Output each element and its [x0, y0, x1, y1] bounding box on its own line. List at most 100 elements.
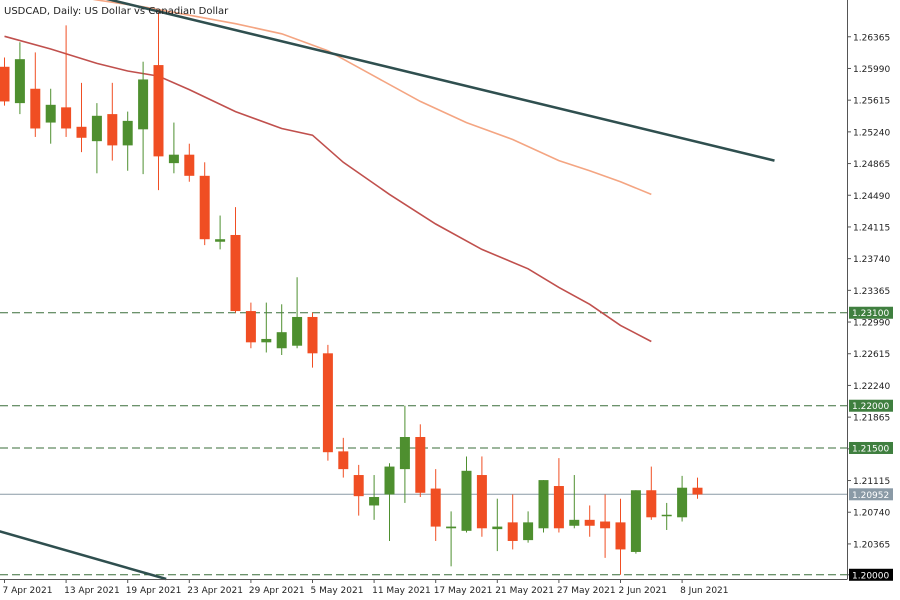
- candle-body: [153, 65, 164, 157]
- candle-41: [630, 490, 641, 554]
- candle-19: [292, 277, 303, 349]
- candle-body: [245, 311, 256, 343]
- candle-body: [630, 490, 641, 552]
- candle-27: [415, 424, 426, 498]
- level-badge-0: 1.23100: [852, 309, 889, 319]
- current-price-badge: 1.20952: [852, 491, 889, 501]
- candle-body: [461, 470, 472, 531]
- level-badge-3-bg: [849, 568, 893, 581]
- x-tick-label-9: 27 May 2021: [557, 586, 616, 596]
- candle-body: [292, 316, 303, 346]
- candle-13: [199, 162, 210, 246]
- candle-40: [615, 498, 626, 575]
- candle-body: [122, 120, 133, 146]
- candle-body: [138, 79, 149, 130]
- candle-body: [322, 353, 333, 453]
- candle-3: [45, 88, 56, 144]
- chart-title: USDCAD, Daily: US Dollar vs Canadian Dol…: [4, 6, 229, 17]
- level-badge-3: 1.20000: [852, 571, 889, 581]
- candle-body: [61, 107, 72, 129]
- candle-body: [276, 332, 287, 349]
- candle-body: [615, 522, 626, 550]
- y-tick-label-7: 1.23740: [853, 255, 890, 265]
- y-tick-label-14: 1.21115: [853, 477, 890, 487]
- candle-body: [415, 436, 426, 493]
- candle-body: [14, 59, 25, 104]
- x-tick-label-10: 2 Jun 2021: [619, 586, 667, 596]
- candle-30: [461, 456, 472, 533]
- candle-33: [507, 494, 518, 550]
- candle-37: [569, 475, 580, 529]
- x-tick-label-0: 7 Apr 2021: [3, 586, 53, 596]
- candle-0: [0, 57, 10, 106]
- candle-45: [692, 477, 703, 499]
- candle-body: [677, 487, 688, 518]
- y-tick-label-0: 1.26365: [853, 33, 890, 43]
- candle-body: [353, 475, 364, 497]
- candle-body: [692, 487, 703, 495]
- candle-17: [261, 302, 272, 353]
- candle-body: [507, 522, 518, 541]
- candle-body: [107, 114, 118, 146]
- candle-1: [14, 42, 25, 115]
- y-tick-label-8: 1.23365: [853, 287, 890, 297]
- y-tick-label-9: 1.22990: [853, 319, 890, 329]
- candle-6: [91, 103, 102, 174]
- candle-body: [45, 104, 56, 123]
- trendline-1: [0, 530, 167, 581]
- level-badge-1-bg: [849, 399, 893, 412]
- y-tick-label-15: 1.20740: [853, 509, 890, 519]
- y-tick-label-6: 1.24115: [853, 223, 890, 233]
- candle-10: [153, 12, 164, 191]
- candle-14: [215, 215, 226, 250]
- level-badge-1: 1.22000: [852, 402, 889, 412]
- x-tick-label-2: 19 Apr 2021: [126, 586, 182, 596]
- candle-body: [584, 519, 595, 526]
- candle-body: [230, 234, 241, 312]
- candle-body: [399, 436, 410, 470]
- candle-8: [122, 111, 133, 171]
- candle-32: [492, 498, 503, 552]
- x-tick-label-8: 21 May 2021: [495, 586, 554, 596]
- level-badge-2: 1.21500: [852, 444, 889, 454]
- candle-body: [76, 126, 87, 138]
- candle-body: [199, 175, 210, 240]
- candle-36: [553, 458, 564, 533]
- candle-7: [107, 82, 118, 161]
- candle-2: [30, 52, 41, 137]
- trendline-0: [105, 0, 775, 162]
- candle-body: [553, 486, 564, 529]
- candle-4: [61, 25, 72, 137]
- candle-body: [523, 522, 534, 541]
- y-tick-label-16: 1.20365: [853, 540, 890, 550]
- candle-body: [307, 316, 318, 354]
- y-tick-label-12: 1.21865: [853, 414, 890, 424]
- candle-body: [430, 488, 441, 527]
- x-tick-label-11: 8 Jun 2021: [680, 586, 728, 596]
- price-badges-layer: 1.23100 1.22000 1.21500 1.20000 1.20952: [849, 306, 893, 581]
- x-tick-label-5: 5 May 2021: [311, 586, 364, 596]
- candle-18: [276, 304, 287, 356]
- y-tick-label-2: 1.25615: [853, 97, 890, 107]
- candle-31: [476, 456, 487, 537]
- level-badge-0-bg: [849, 306, 893, 319]
- candle-body: [261, 338, 272, 343]
- candle-15: [230, 207, 241, 313]
- current-price-badge-bg: [849, 488, 893, 501]
- candle-43: [661, 502, 672, 530]
- moving-averages-layer: [4, 0, 652, 343]
- candle-9: [138, 61, 149, 175]
- candle-29: [446, 511, 457, 567]
- candle-28: [430, 469, 441, 541]
- candle-body: [338, 451, 349, 470]
- candle-11: [168, 122, 179, 174]
- level-badge-2-bg: [849, 441, 893, 454]
- y-tick-label-11: 1.22240: [853, 382, 890, 392]
- candle-24: [369, 475, 380, 520]
- candle-22: [338, 437, 349, 478]
- moving-average-0: [92, 0, 652, 196]
- candle-38: [584, 505, 595, 537]
- candle-body: [215, 239, 226, 242]
